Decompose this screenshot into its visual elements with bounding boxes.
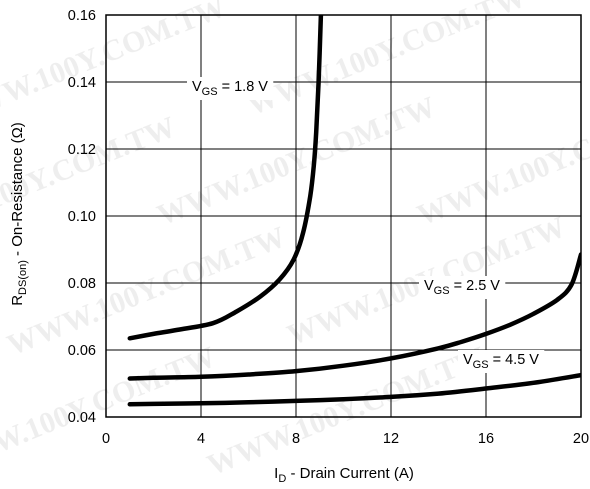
series-label-main-0: V xyxy=(192,79,202,95)
watermark-text-8: WWW.100Y.COM.TW xyxy=(203,340,491,482)
series-label-2: VGS = 4.5 V xyxy=(463,352,539,371)
y-axis-label: RDS(on) - On-Resistance (Ω) xyxy=(9,122,29,306)
x-tick-label-16: 16 xyxy=(478,431,494,447)
x-axis-label-rest: - Drain Current (A) xyxy=(286,465,414,482)
x-tick-label-8: 8 xyxy=(292,431,300,447)
x-tick-label-4: 4 xyxy=(197,431,205,447)
y-axis-label-main: R xyxy=(9,295,26,306)
x-tick-label-0: 0 xyxy=(102,431,110,447)
y-tick-label-0.12: 0.12 xyxy=(68,142,96,158)
series-label-rest-0: = 1.8 V xyxy=(218,79,269,95)
series-label-rest-2: = 4.5 V xyxy=(489,352,540,368)
x-axis-label-main: I xyxy=(274,465,278,482)
y-tick-label-0.04: 0.04 xyxy=(68,410,96,426)
series-label-sub-2: GS xyxy=(473,359,489,371)
x-tick-labels: 0 4 8 12 16 20 xyxy=(102,431,589,447)
y-axis-label-sub: DS(on) xyxy=(17,260,29,295)
watermark-text-7: WWW.100Y.COM.TW xyxy=(0,340,220,482)
y-tick-label-0.10: 0.10 xyxy=(68,209,96,225)
plot-frame xyxy=(105,14,582,418)
y-tick-label-0.14: 0.14 xyxy=(68,75,96,91)
x-tick-label-12: 12 xyxy=(383,431,399,447)
series-label-main-2: V xyxy=(463,352,473,368)
y-axis-label-rest: - On-Resistance (Ω) xyxy=(9,122,26,260)
series-label-bg-2 xyxy=(458,350,545,373)
watermark-text-0: WWW.100Y.COM.TW xyxy=(0,0,230,132)
y-tick-labels: 0.04 0.06 0.08 0.10 0.12 0.14 0.16 xyxy=(68,8,96,426)
x-axis-label-sub: D xyxy=(278,473,286,485)
curves xyxy=(127,15,581,407)
series-label-main-1: V xyxy=(424,278,434,294)
series-label-bg-0 xyxy=(187,77,274,100)
y-tick-label-0.06: 0.06 xyxy=(68,343,96,359)
watermark-text-1: WWW.100Y.COM.TW xyxy=(243,0,531,122)
series-label-sub-1: GS xyxy=(434,285,450,297)
watermark-text-5: WWW.100Y.COM.TW xyxy=(3,220,291,362)
y-tick-label-0.16: 0.16 xyxy=(68,8,96,24)
series-label-1: VGS = 2.5 V xyxy=(424,278,500,297)
series-line-2 xyxy=(127,372,581,407)
series-label-0: VGS = 1.8 V xyxy=(192,79,268,98)
x-axis-label: ID - Drain Current (A) xyxy=(274,465,414,485)
series-label-bg-1 xyxy=(419,276,506,299)
series-label-rest-1: = 2.5 V xyxy=(450,278,501,294)
x-tick-label-20: 20 xyxy=(573,431,589,447)
y-tick-label-0.08: 0.08 xyxy=(68,276,96,292)
watermark-text-2: WWW.100Y.COM.TW xyxy=(0,110,180,252)
series-line-1 xyxy=(127,252,581,381)
series-label-sub-0: GS xyxy=(202,86,218,98)
watermark-text-4: WWW.100Y.COM.TW xyxy=(413,90,590,232)
series-line-0 xyxy=(127,15,324,341)
